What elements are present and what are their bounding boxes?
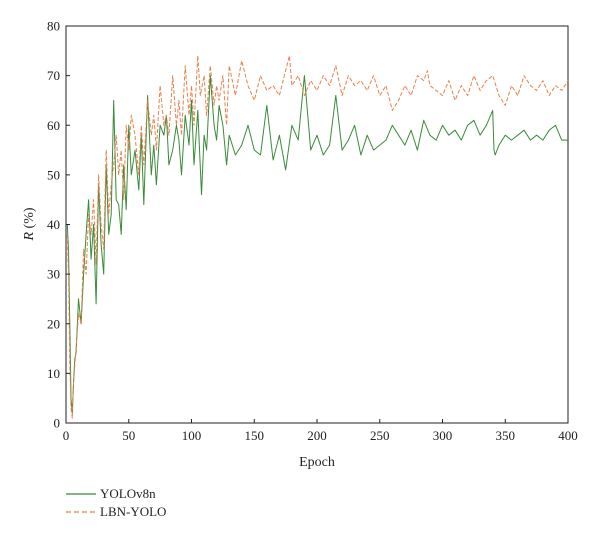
series-line-lbn-yolo — [66, 55, 569, 419]
x-tick-label: 50 — [122, 428, 135, 443]
x-tick-label: 300 — [433, 428, 453, 443]
y-tick-label: 50 — [47, 167, 60, 182]
x-axis-ticks: 0 50 100 150 200 250 300 350 400 — [63, 419, 578, 443]
y-tick-label: 70 — [47, 68, 60, 83]
y-tick-label: 20 — [47, 316, 60, 331]
series-line-yolov8n — [66, 75, 568, 414]
legend-label-lbn-yolo: LBN-YOLO — [100, 504, 166, 519]
x-tick-label: 200 — [307, 428, 327, 443]
x-tick-label: 0 — [63, 428, 70, 443]
x-tick-label: 350 — [496, 428, 516, 443]
x-tick-label: 150 — [245, 428, 265, 443]
x-tick-label: 100 — [182, 428, 202, 443]
y-axis-title-symbol: R — [22, 232, 37, 242]
y-tick-label: 40 — [47, 217, 60, 232]
y-axis-title: R (%) — [22, 207, 37, 241]
y-tick-label: 60 — [47, 118, 60, 133]
x-tick-label: 400 — [558, 428, 578, 443]
x-tick-label: 250 — [370, 428, 390, 443]
legend-label-yolov8n: YOLOv8n — [100, 486, 156, 501]
y-tick-label: 30 — [47, 267, 60, 282]
y-axis-ticks: 0 10 20 30 40 50 60 70 80 — [47, 19, 70, 431]
plot-lines — [66, 55, 569, 419]
legend: YOLOv8n LBN-YOLO — [66, 486, 166, 519]
x-axis-title: Epoch — [299, 455, 335, 470]
y-axis-title-unit: (%) — [22, 207, 37, 232]
plot-frame — [65, 25, 569, 424]
y-tick-label: 80 — [47, 19, 60, 34]
y-tick-label: 0 — [54, 416, 61, 431]
y-tick-label: 10 — [47, 366, 60, 381]
